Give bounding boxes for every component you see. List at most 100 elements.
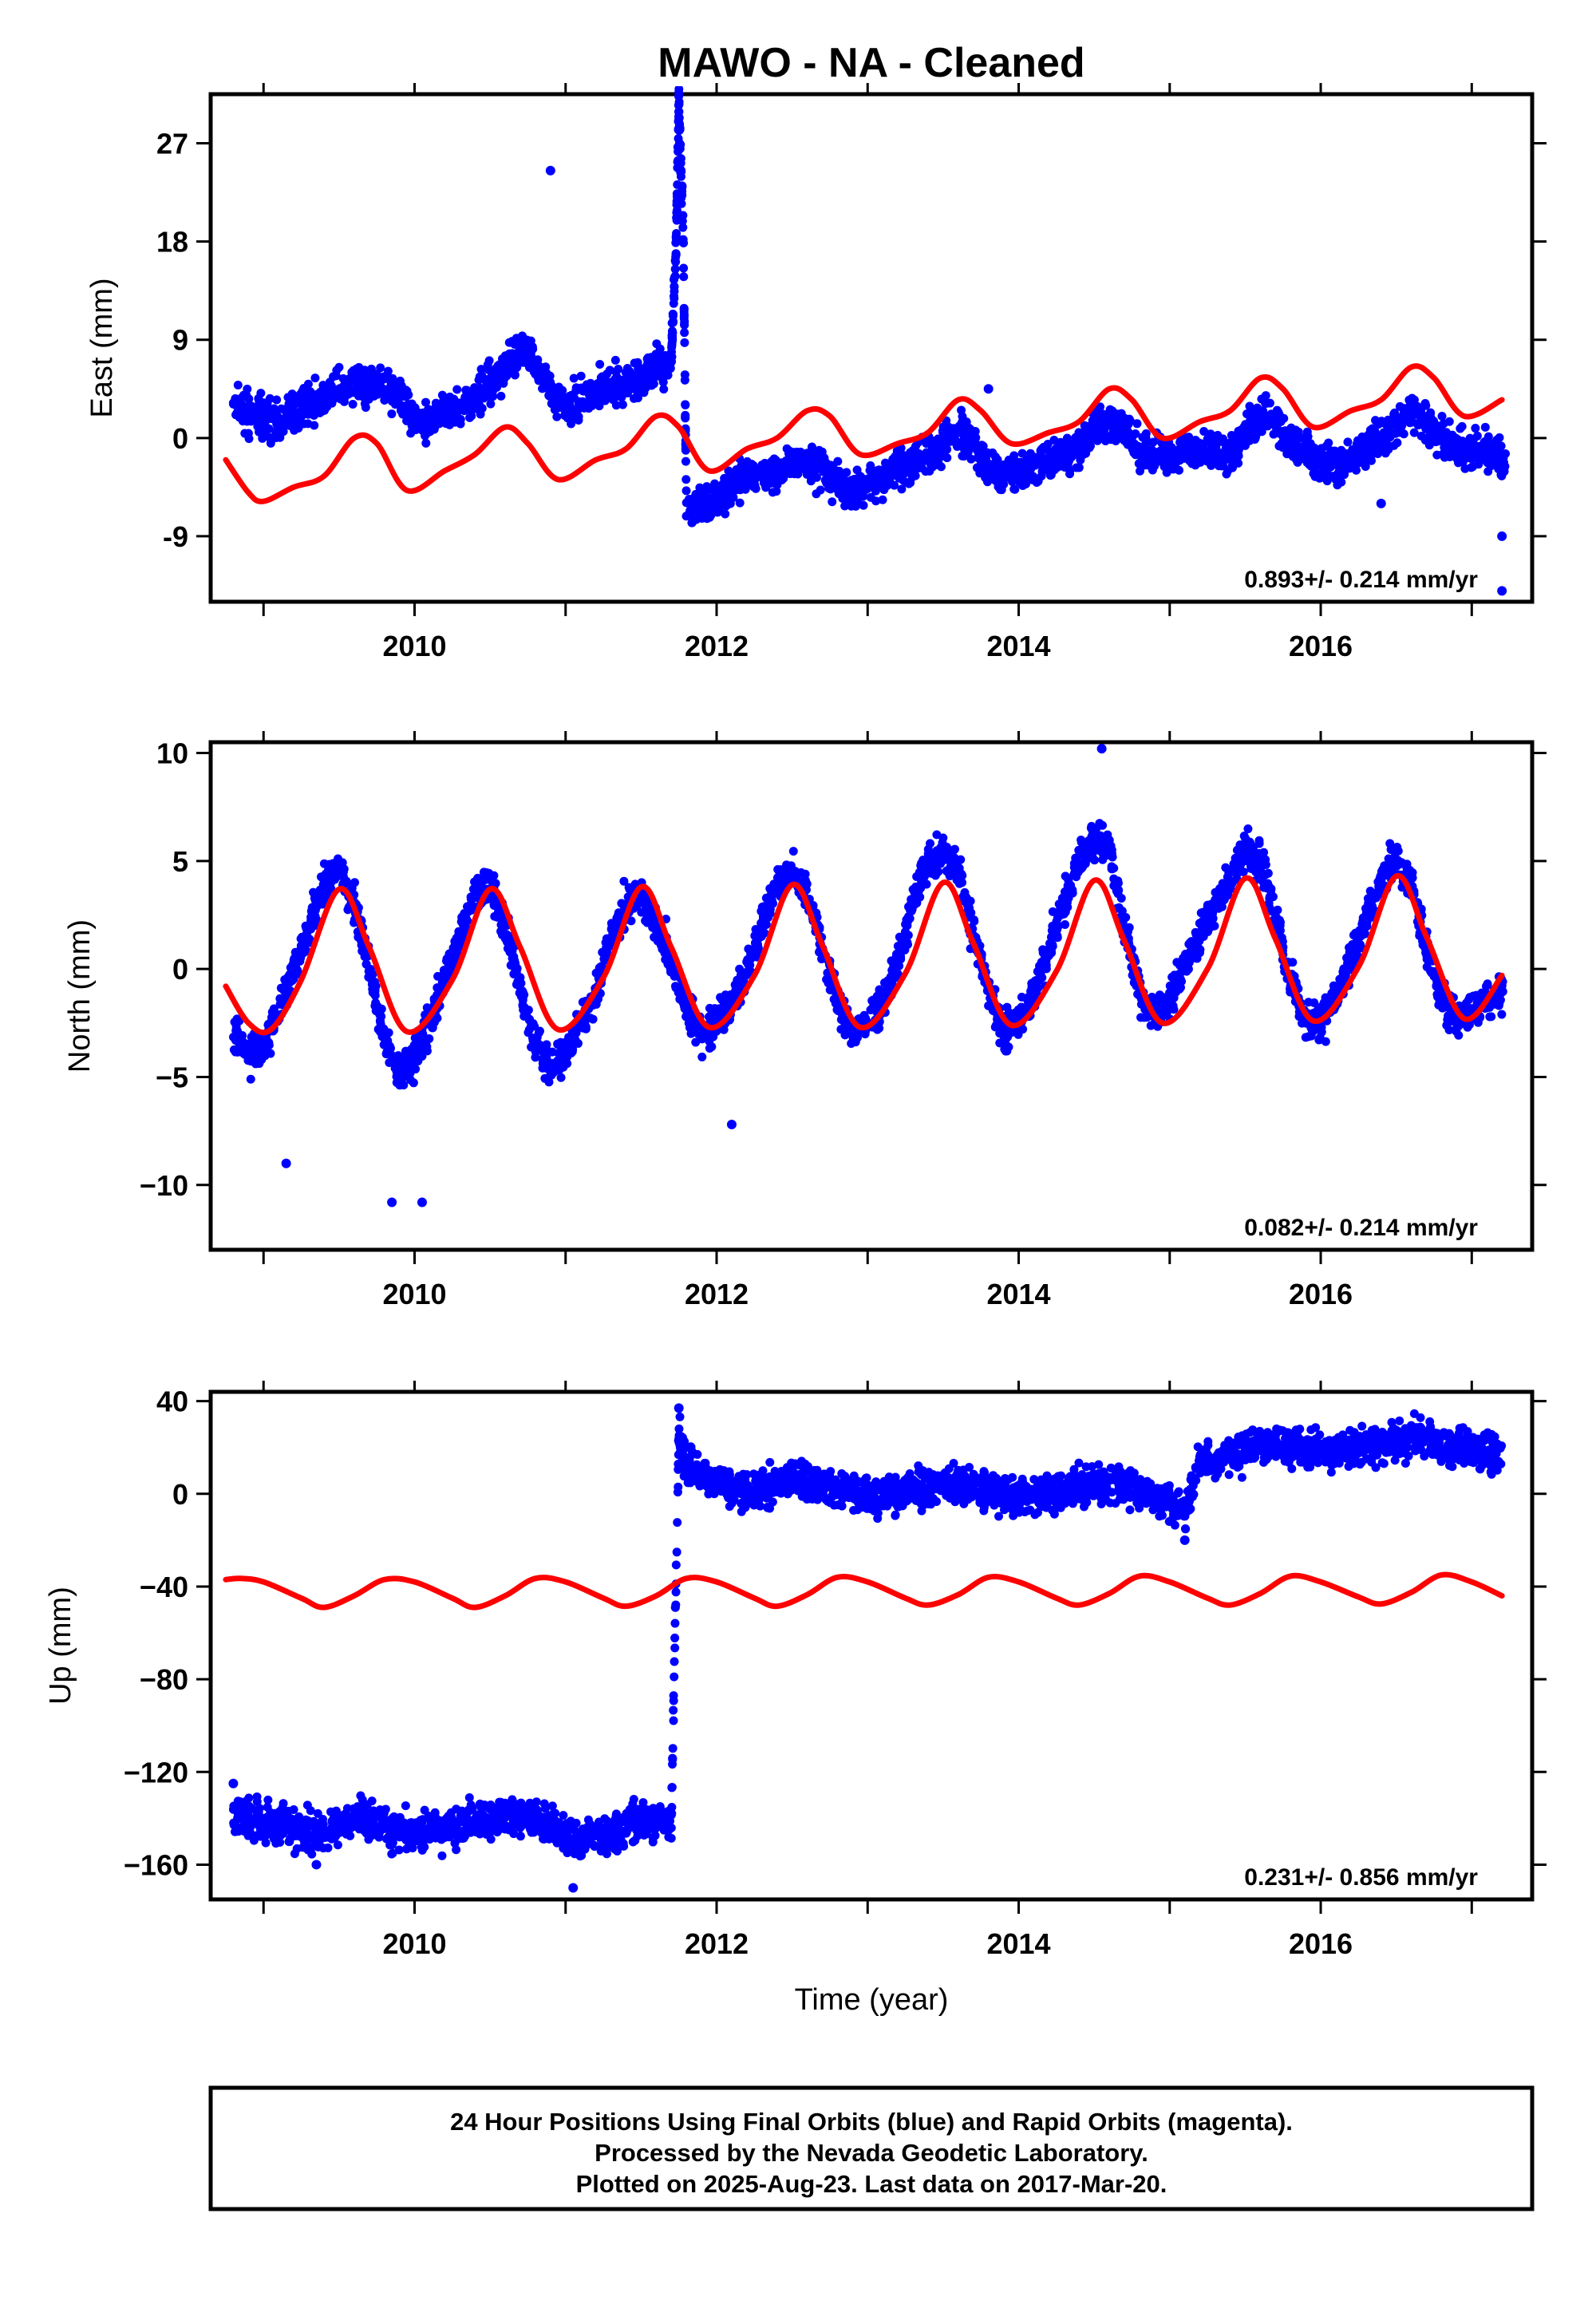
data-point: [487, 877, 496, 886]
data-point: [1290, 451, 1299, 460]
data-point: [868, 469, 877, 478]
data-point: [743, 957, 752, 966]
data-point: [496, 392, 505, 401]
data-point: [1000, 460, 1009, 469]
data-point: [943, 868, 952, 876]
y-tick-label: 0: [172, 422, 188, 455]
data-point: [412, 419, 421, 428]
data-point: [396, 377, 405, 385]
data-point: [697, 1053, 706, 1061]
data-point: [290, 426, 298, 435]
data-point: [960, 427, 969, 436]
data-point: [550, 1068, 559, 1077]
data-point: [688, 1014, 697, 1023]
data-point: [297, 935, 306, 943]
data-point: [1169, 461, 1178, 470]
data-point: [381, 1035, 389, 1044]
data-point: [452, 385, 461, 394]
data-point: [381, 373, 390, 381]
data-point: [1108, 429, 1117, 437]
data-point: [397, 1063, 405, 1072]
data-point: [731, 981, 740, 990]
data-point: [607, 387, 616, 396]
data-point: [630, 394, 638, 403]
data-point: [941, 446, 950, 455]
data-point: [1429, 425, 1438, 434]
data-point: [304, 380, 313, 389]
data-point: [245, 401, 254, 410]
data-point: [294, 951, 303, 959]
data-point: [584, 404, 593, 413]
data-point: [1064, 460, 1073, 469]
data-point: [1017, 467, 1025, 476]
data-point: [1273, 406, 1282, 415]
data-point: [411, 1065, 420, 1073]
data-point: [1203, 437, 1212, 445]
data-point: [618, 401, 627, 409]
data-point: [1277, 439, 1286, 448]
data-point: [1471, 424, 1479, 433]
data-point: [764, 913, 772, 922]
y-tick-label: 0: [172, 953, 188, 986]
data-point: [855, 486, 863, 495]
data-point: [768, 488, 777, 496]
data-point: [1075, 438, 1084, 447]
data-point: [867, 493, 875, 502]
data-point: [339, 868, 348, 876]
data-point: [326, 870, 334, 879]
y-tick-label: 18: [156, 226, 188, 259]
data-point: [962, 417, 971, 426]
data-point: [697, 486, 706, 495]
data-point: [1410, 429, 1419, 437]
data-point: [681, 411, 689, 420]
data-point: [1394, 428, 1403, 437]
data-point: [1395, 417, 1404, 425]
data-point: [1261, 399, 1270, 408]
data-point: [943, 434, 952, 443]
data-point: [508, 337, 516, 346]
data-point: [1075, 463, 1084, 472]
data-point: [1460, 464, 1469, 473]
data-point: [432, 405, 440, 413]
data-point: [680, 328, 689, 337]
data-point: [387, 409, 396, 418]
data-point: [310, 373, 319, 382]
data-point: [1483, 458, 1492, 467]
data-point: [298, 400, 306, 409]
data-point: [486, 400, 495, 409]
data-point: [611, 356, 620, 365]
data-point: [1304, 447, 1313, 456]
data-point: [871, 480, 879, 488]
data-point: [565, 400, 574, 409]
data-point: [1244, 423, 1253, 432]
data-point: [595, 360, 604, 369]
data-point: [658, 374, 667, 383]
data-point: [939, 848, 948, 857]
data-point: [1393, 438, 1401, 447]
data-point: [1112, 437, 1120, 445]
data-point: [511, 371, 519, 380]
data-point: [1456, 424, 1464, 433]
figure-title: MAWO - NA - Cleaned: [658, 40, 1084, 86]
data-point: [1474, 460, 1483, 468]
y-tick-label: −5: [156, 1061, 188, 1093]
data-point: [956, 856, 965, 864]
data-point: [442, 966, 451, 974]
data-point: [931, 849, 940, 858]
outlier-point: [984, 384, 994, 393]
data-point: [261, 427, 270, 436]
data-point: [773, 463, 782, 472]
data-point: [779, 474, 788, 483]
data-point: [1262, 417, 1270, 425]
data-point: [350, 878, 359, 887]
data-point: [981, 473, 990, 482]
data-point: [678, 191, 686, 200]
data-point: [658, 941, 666, 950]
data-point: [492, 371, 500, 380]
data-point: [765, 906, 774, 915]
data-point: [237, 400, 246, 409]
data-point: [896, 954, 905, 963]
